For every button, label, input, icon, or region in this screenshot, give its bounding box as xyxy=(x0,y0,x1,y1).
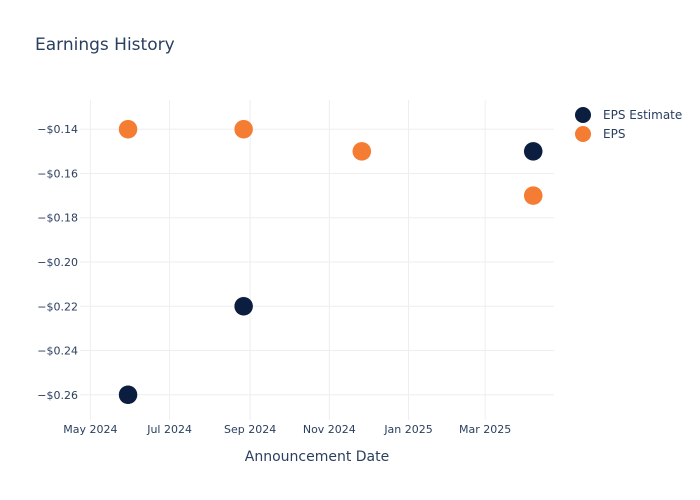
legend-marker xyxy=(575,107,591,123)
y-axis-ticks: −$0.14 −$0.16 −$0.18 −$0.20 −$0.22 −$0.24 −$0.… xyxy=(37,123,78,402)
legend-label[interactable]: EPS xyxy=(603,127,625,141)
data-point[interactable] xyxy=(523,185,543,206)
data-point[interactable] xyxy=(233,119,254,139)
x-tick-label: May 2024 xyxy=(63,423,117,436)
y-gridlines xyxy=(80,128,554,396)
x-tick-label: Nov 2024 xyxy=(303,423,356,436)
x-axis-title: Announcement Date xyxy=(245,449,389,465)
y-tick-label: −$0.18 xyxy=(37,212,78,225)
x-tick-label: Jul 2024 xyxy=(146,423,192,436)
data-point[interactable] xyxy=(352,141,372,162)
x-tick-label: Jan 2025 xyxy=(383,423,432,436)
data-point[interactable] xyxy=(118,119,138,139)
y-tick-label: −$0.26 xyxy=(37,389,78,402)
legend: EPS Estimate EPS xyxy=(575,107,682,142)
y-tick-label: −$0.24 xyxy=(37,345,78,358)
data-point[interactable] xyxy=(118,385,138,405)
data-point[interactable] xyxy=(523,141,543,162)
x-tick-label: Sep 2024 xyxy=(224,423,276,436)
legend-marker xyxy=(575,126,591,142)
legend-label[interactable]: EPS Estimate xyxy=(603,108,682,122)
chart-title: Earnings History xyxy=(35,35,175,55)
data-point[interactable] xyxy=(233,296,254,317)
data-points xyxy=(118,119,543,405)
y-tick-label: −$0.16 xyxy=(37,167,78,180)
x-gridlines xyxy=(89,100,486,420)
x-tick-label: Mar 2025 xyxy=(459,423,511,436)
y-tick-label: −$0.20 xyxy=(37,256,78,269)
y-tick-label: −$0.14 xyxy=(37,123,78,136)
x-axis-ticks: May 2024 Jul 2024 Sep 2024 Nov 2024 Jan 2025… xyxy=(63,423,511,436)
y-tick-label: −$0.22 xyxy=(37,300,78,313)
